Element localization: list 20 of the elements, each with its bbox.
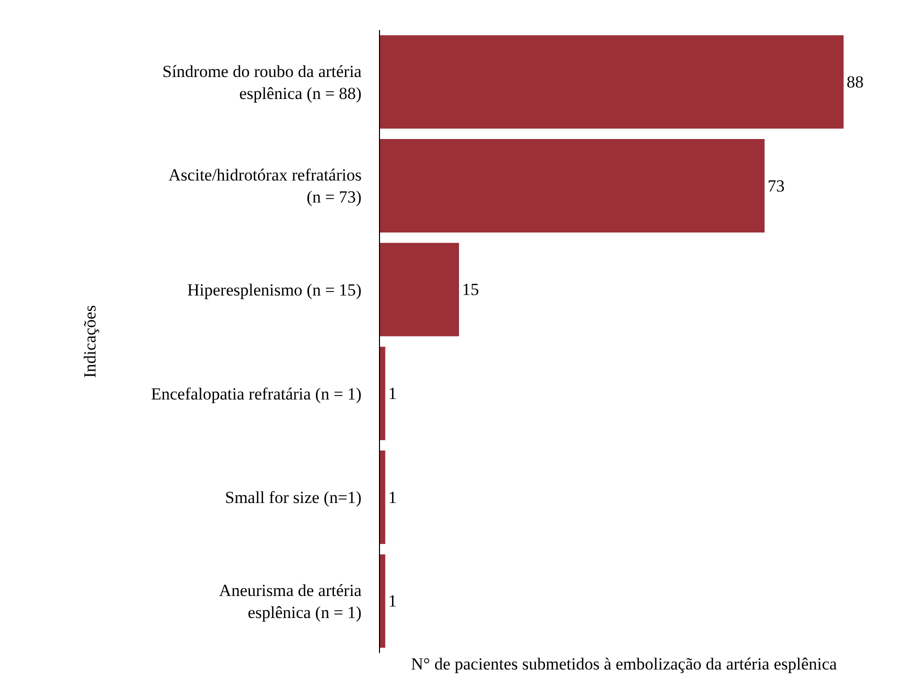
y-tick-label: Síndrome do roubo da artéria esplênica (n = 88)	[162, 62, 362, 103]
y-tick-label: Small for size (n=1)	[225, 488, 362, 508]
data-label: 1	[388, 488, 397, 507]
bar	[380, 139, 765, 232]
y-tick-label: Ascite/hidrotórax refratários (n = 73)	[168, 166, 362, 207]
y-tick-label: Aneurisma de artéria esplênica (n = 1)	[219, 580, 362, 622]
data-label: 1	[388, 592, 397, 611]
data-label: 15	[462, 280, 480, 300]
bar	[380, 35, 844, 129]
bar	[380, 242, 460, 336]
y-axis-title: Indicações	[80, 305, 100, 378]
data-label: 73	[768, 176, 785, 196]
bar	[380, 346, 386, 440]
data-label: 1	[388, 384, 397, 403]
y-tick-label: Hiperesplenismo (n = 15)	[187, 280, 362, 300]
y-tick-label: Encefalopatia refratária (n = 1)	[150, 384, 362, 404]
x-axis-title: N° de pacientes submetidos à embolização da artéria esplênica	[411, 654, 838, 674]
bar	[380, 450, 386, 544]
bar	[380, 554, 386, 648]
data-label: 88	[846, 72, 864, 92]
